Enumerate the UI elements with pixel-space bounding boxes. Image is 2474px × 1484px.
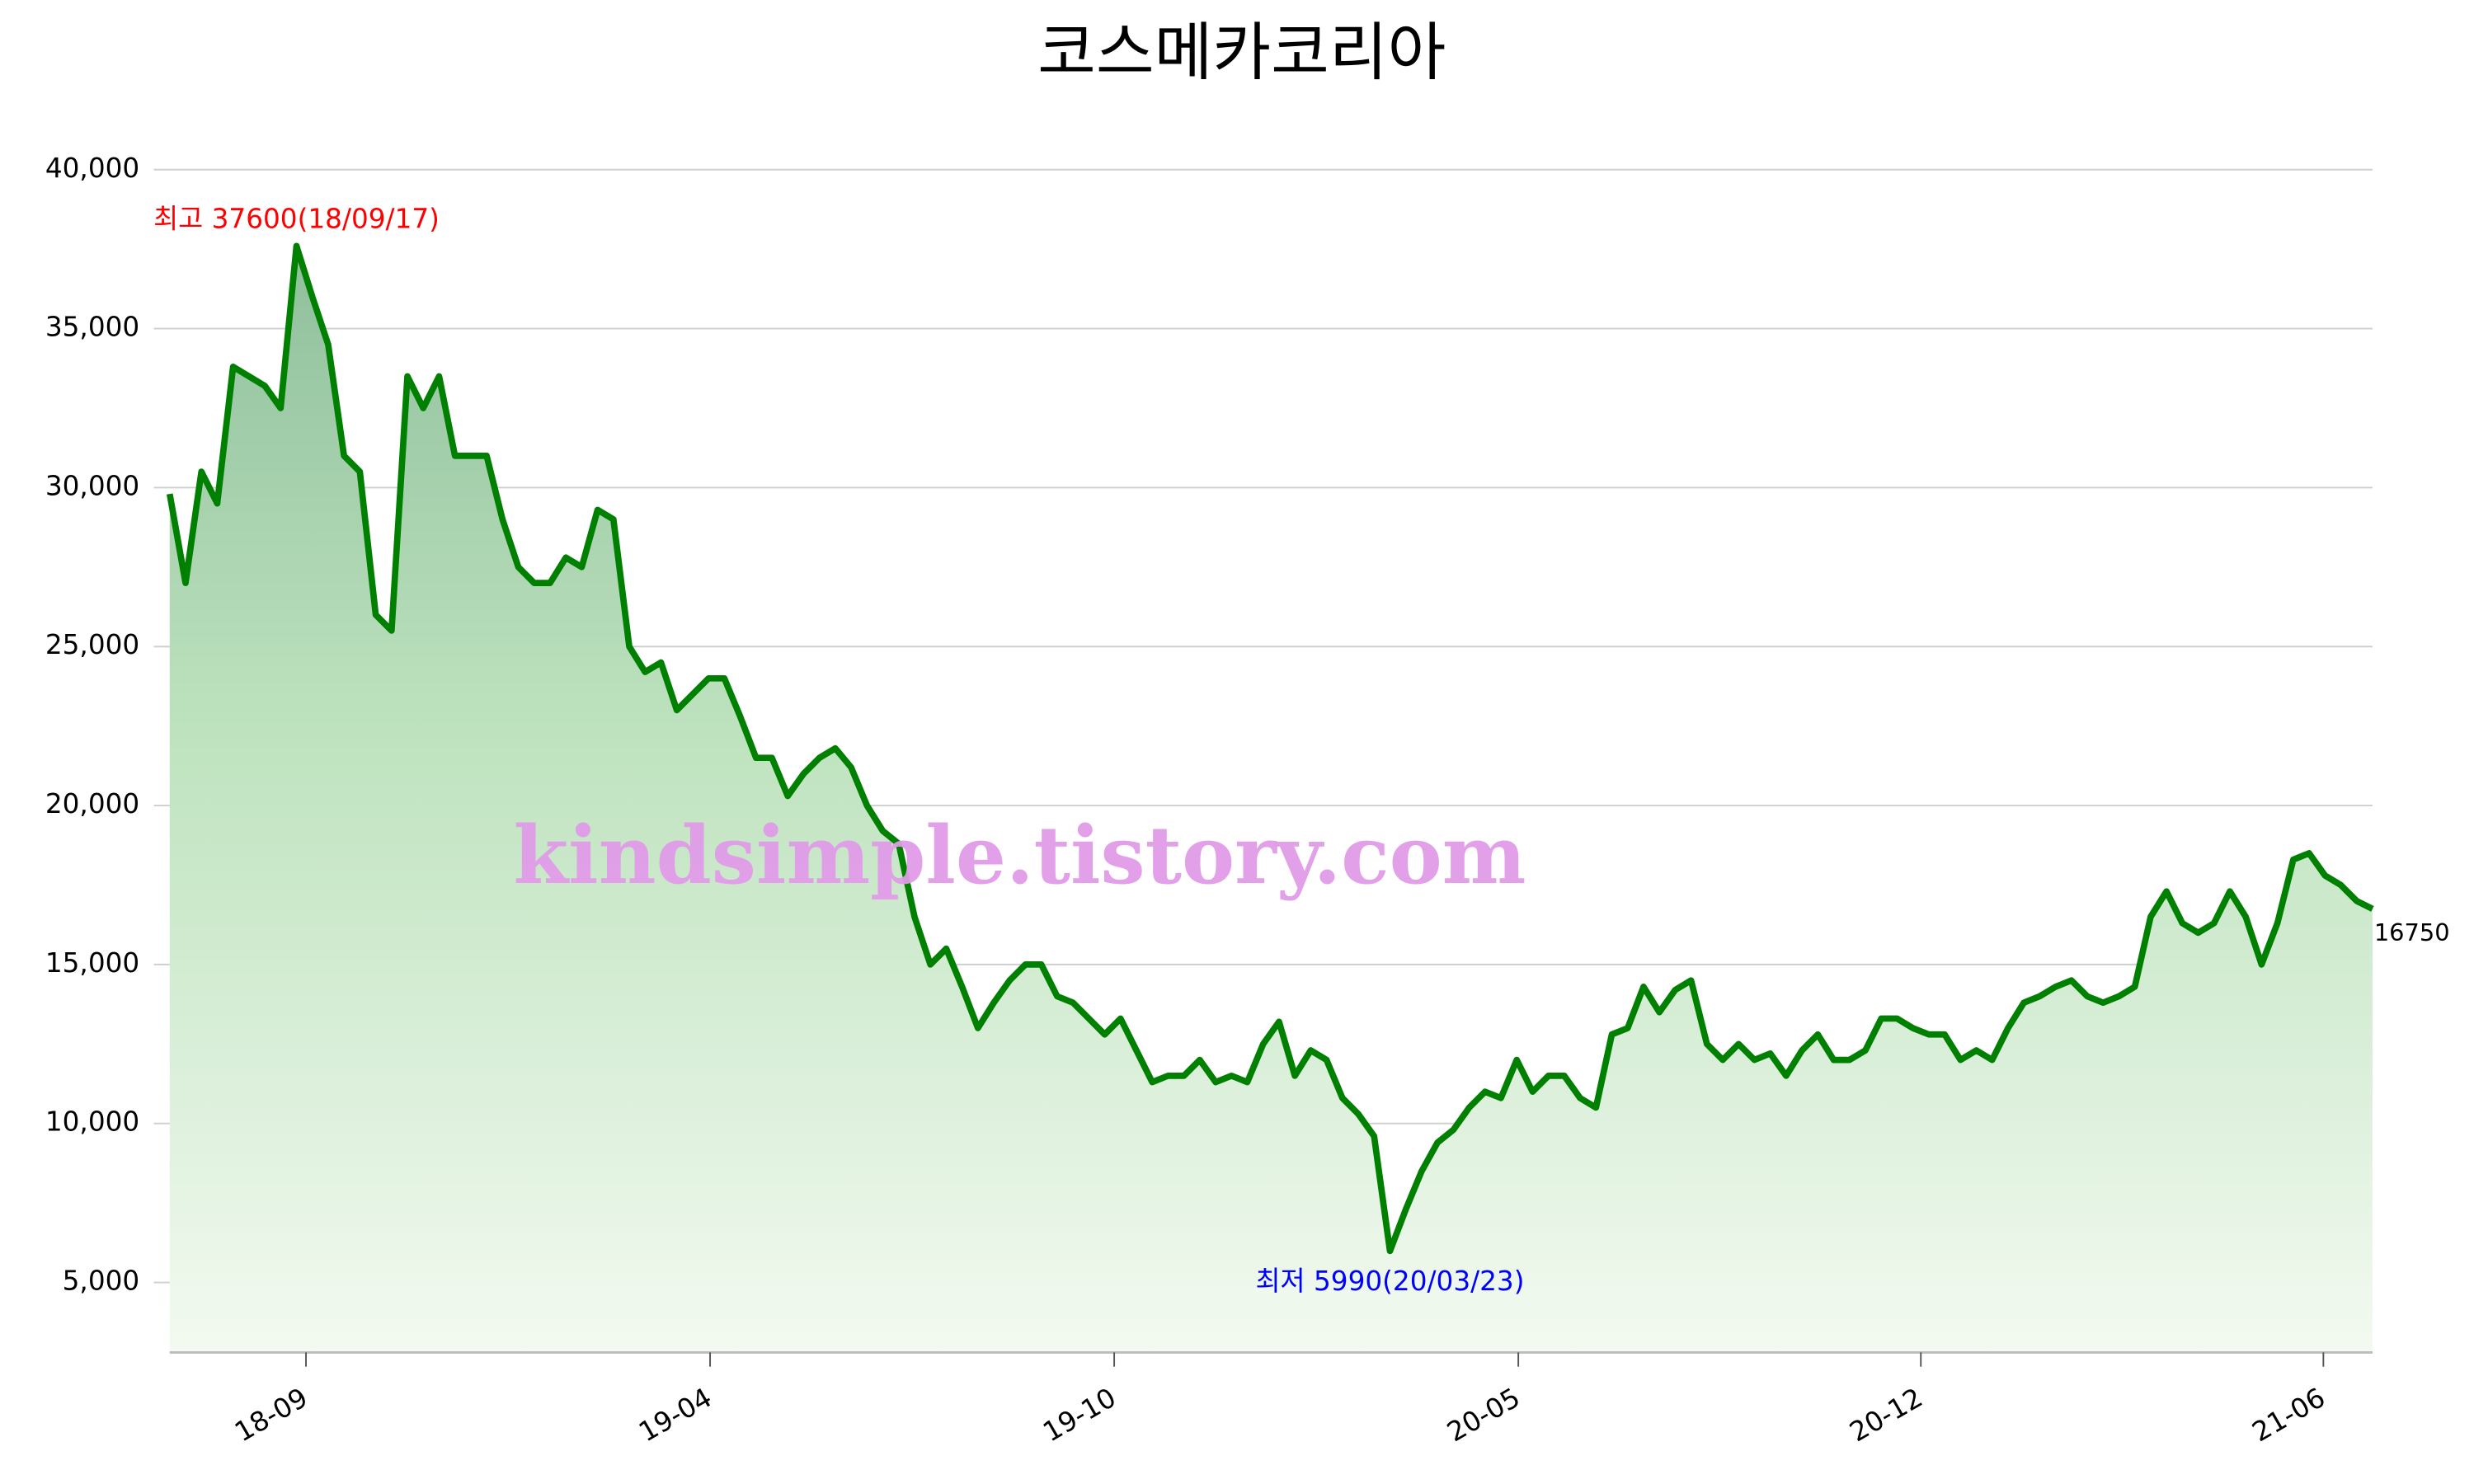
- y-tick-label: 30,000: [45, 470, 139, 501]
- y-tick-label: 20,000: [45, 788, 139, 819]
- chart-title: 코스메카코리아: [1037, 16, 1446, 90]
- low-annotation: 최저 5990(20/03/23): [1255, 1266, 1524, 1297]
- y-tick-label: 15,000: [45, 947, 139, 979]
- y-tick-label: 10,000: [45, 1106, 139, 1138]
- y-tick-label: 35,000: [45, 312, 139, 343]
- y-tick-label: 5,000: [63, 1266, 140, 1297]
- y-tick-label: 40,000: [45, 153, 139, 184]
- area: [169, 246, 2373, 1353]
- watermark: kindsimple.tistory.com: [514, 809, 1526, 902]
- last-value-label: 16750: [2374, 918, 2450, 946]
- y-tick-label: 25,000: [45, 629, 139, 660]
- price-line: [166, 242, 2374, 1255]
- high-annotation: 최고 37600(18/09/17): [153, 204, 440, 235]
